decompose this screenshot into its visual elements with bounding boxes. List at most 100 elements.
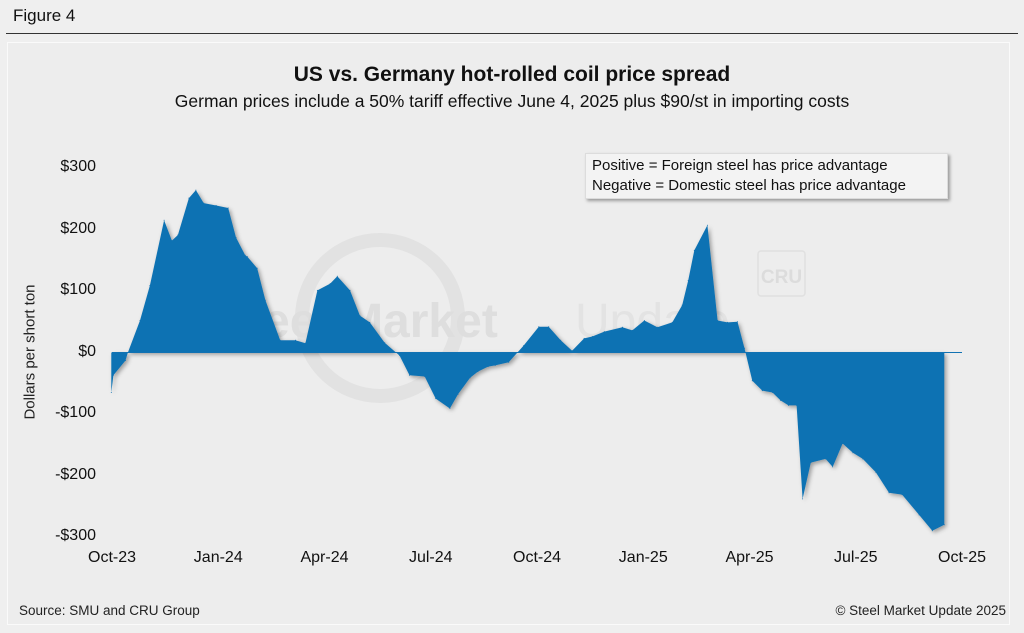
data-point: [832, 466, 834, 468]
x-tick-label: Oct-23: [87, 549, 137, 566]
data-point: [112, 374, 114, 376]
data-point: [477, 371, 479, 373]
x-tick-label: Oct-24: [512, 549, 562, 566]
data-point: [591, 336, 593, 337]
x-tick-label: Jan-24: [193, 549, 243, 566]
data-point: [548, 326, 550, 328]
data-point: [149, 285, 151, 286]
data-point: [409, 374, 410, 376]
data-point: [177, 234, 179, 236]
y-tick-label: -$100: [55, 404, 96, 421]
data-point: [195, 189, 197, 191]
data-point: [369, 321, 371, 323]
chart-title: US vs. Germany hot-rolled coil price spr…: [293, 63, 731, 86]
data-point: [188, 197, 190, 199]
data-point: [842, 443, 844, 444]
chart-subtitle: German prices include a 50% tariff effec…: [174, 91, 850, 111]
cru-logo-icon: [757, 250, 806, 297]
x-tick-label: Apr-25: [725, 549, 774, 566]
data-point: [264, 299, 266, 301]
data-point: [235, 237, 237, 238]
data-point: [256, 267, 258, 269]
data-point: [560, 339, 562, 341]
x-tick-label: Oct-25: [937, 549, 987, 566]
data-point: [810, 462, 812, 464]
data-point: [706, 224, 708, 226]
data-point: [384, 342, 386, 344]
x-tick-label: Jan-25: [618, 549, 668, 566]
data-point: [780, 400, 782, 401]
data-point: [469, 377, 471, 379]
data-point: [583, 337, 585, 339]
data-point: [717, 320, 719, 321]
data-point: [852, 452, 854, 454]
x-tick-label: Jul-24: [408, 549, 453, 566]
data-point: [139, 320, 141, 321]
data-point: [825, 458, 827, 460]
legend-note-positive: Positive = Foreign steel has price advan…: [592, 157, 888, 174]
data-point: [424, 376, 426, 377]
data-point: [571, 350, 573, 352]
data-point: [359, 315, 361, 317]
data-point: [744, 347, 745, 349]
data-point: [336, 275, 338, 277]
data-point: [295, 339, 296, 341]
data-point: [279, 339, 281, 341]
data-point: [875, 471, 877, 473]
data-point: [671, 321, 673, 323]
data-point: [227, 207, 229, 209]
data-point: [110, 392, 112, 393]
data-point: [449, 408, 451, 409]
data-point: [603, 331, 605, 333]
data-point: [435, 398, 437, 400]
legend-note-negative: Negative = Domestic steel has price adva…: [592, 177, 906, 194]
data-point: [802, 498, 804, 500]
data-point: [246, 256, 248, 258]
data-point: [171, 240, 173, 242]
data-point: [761, 390, 763, 392]
data-point: [523, 345, 524, 347]
cru-logo-text: CRU: [761, 267, 802, 288]
data-point: [487, 366, 489, 368]
data-point: [772, 392, 773, 393]
data-point: [918, 514, 920, 516]
x-tick-label: Jul-25: [833, 549, 878, 566]
data-point: [862, 458, 864, 460]
data-point: [494, 364, 496, 366]
y-tick-label: $0: [78, 342, 96, 360]
data-point: [727, 321, 728, 323]
y-tick-label: $100: [60, 281, 96, 298]
figure-label: Figure 4: [13, 6, 76, 25]
data-point: [943, 524, 945, 526]
data-point: [888, 492, 890, 494]
data-point: [737, 321, 738, 323]
data-point: [304, 342, 306, 344]
data-point: [457, 393, 459, 395]
data-point: [329, 283, 331, 285]
data-point: [538, 326, 540, 328]
data-point: [631, 329, 633, 331]
data-point: [931, 530, 933, 532]
figure-divider: [6, 33, 1018, 34]
series-area: [111, 190, 945, 531]
data-point: [788, 404, 789, 406]
data-point: [163, 219, 165, 221]
data-point: [693, 249, 695, 251]
data-point: [643, 320, 645, 321]
x-tick-label: Apr-24: [300, 549, 349, 566]
data-point: [796, 404, 798, 406]
data-point: [901, 494, 903, 496]
data-point: [316, 289, 318, 291]
data-point: [508, 361, 510, 363]
data-point: [681, 304, 683, 306]
y-tick-label: -$300: [55, 527, 96, 544]
copyright-note: © Steel Market Update 2025: [835, 603, 1006, 618]
data-point: [125, 360, 126, 361]
data-point: [656, 326, 658, 328]
data-point: [621, 326, 623, 328]
data-point: [215, 205, 217, 206]
data-point: [244, 254, 246, 256]
data-point: [751, 380, 753, 382]
data-point: [203, 202, 205, 204]
